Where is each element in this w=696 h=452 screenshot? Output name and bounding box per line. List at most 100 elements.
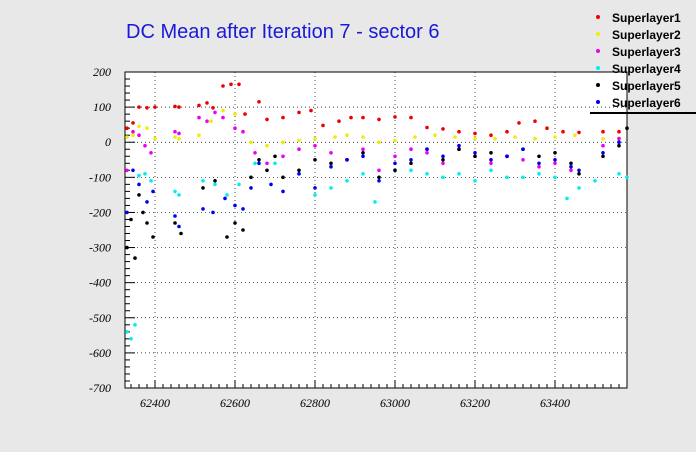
data-point bbox=[221, 84, 225, 88]
data-point bbox=[179, 231, 183, 236]
legend-marker bbox=[596, 49, 600, 53]
data-point bbox=[441, 154, 445, 159]
data-point bbox=[537, 172, 541, 176]
data-point bbox=[129, 217, 133, 222]
data-point bbox=[209, 119, 213, 123]
data-point bbox=[321, 123, 325, 128]
data-point bbox=[125, 135, 129, 139]
data-point bbox=[313, 143, 317, 148]
data-point bbox=[143, 172, 147, 176]
data-point bbox=[617, 136, 621, 141]
data-point bbox=[409, 161, 413, 166]
legend-label: Superlayer2 bbox=[612, 28, 681, 42]
data-point bbox=[441, 158, 445, 162]
data-point bbox=[577, 186, 581, 190]
axes: 62400 62600 62800 63000 63200 63400 200 100 0 -10… bbox=[89, 65, 628, 410]
data-point bbox=[197, 115, 201, 120]
series-superlayer1 bbox=[125, 82, 621, 137]
data-point bbox=[377, 179, 381, 183]
data-point bbox=[313, 136, 317, 141]
data-point bbox=[409, 147, 413, 151]
data-point bbox=[151, 189, 155, 194]
data-point bbox=[313, 158, 317, 162]
x-tick-label: 63200 bbox=[460, 396, 490, 410]
data-point bbox=[137, 182, 141, 187]
x-tick-label: 62800 bbox=[300, 396, 330, 410]
data-point bbox=[137, 133, 141, 137]
data-point bbox=[133, 323, 137, 327]
data-point bbox=[297, 168, 301, 173]
data-point bbox=[213, 110, 217, 115]
data-point bbox=[309, 108, 313, 113]
data-point bbox=[601, 154, 605, 159]
data-point bbox=[409, 168, 413, 173]
data-point bbox=[593, 179, 597, 183]
data-point bbox=[493, 136, 497, 141]
data-point bbox=[241, 228, 245, 232]
data-point bbox=[233, 203, 237, 208]
data-point bbox=[125, 168, 129, 173]
data-point bbox=[377, 117, 381, 122]
data-point bbox=[281, 115, 285, 120]
legend-label: Superlayer6 bbox=[612, 96, 681, 110]
legend-marker bbox=[596, 100, 600, 104]
data-point bbox=[233, 126, 237, 130]
data-point bbox=[441, 175, 445, 180]
data-point bbox=[601, 151, 605, 155]
data-point bbox=[553, 135, 557, 139]
data-point bbox=[361, 151, 365, 155]
data-point bbox=[253, 151, 257, 155]
data-point bbox=[361, 154, 365, 159]
x-tick-label: 62600 bbox=[220, 396, 250, 410]
grid bbox=[125, 72, 627, 388]
data-point bbox=[241, 207, 245, 211]
data-point bbox=[125, 330, 129, 334]
data-point bbox=[125, 126, 129, 130]
data-point bbox=[553, 161, 557, 166]
data-point bbox=[177, 136, 181, 141]
y-tick-label: 0 bbox=[105, 135, 111, 149]
data-point bbox=[269, 182, 273, 187]
data-point bbox=[329, 151, 333, 155]
data-point bbox=[125, 245, 129, 250]
x-tick-label: 62400 bbox=[140, 396, 170, 410]
data-point bbox=[553, 175, 557, 180]
data-point bbox=[617, 129, 621, 134]
data-point bbox=[173, 189, 177, 194]
data-point bbox=[329, 161, 333, 166]
data-point bbox=[569, 165, 573, 169]
data-point bbox=[489, 151, 493, 155]
data-point bbox=[561, 129, 565, 134]
legend-entry: Superlayer4 bbox=[596, 62, 681, 76]
data-point bbox=[345, 133, 349, 137]
legend-entry: Superlayer6 bbox=[596, 96, 681, 110]
data-point bbox=[281, 154, 285, 159]
legend-entry: Superlayer1 bbox=[596, 11, 681, 25]
y-tick-label: -700 bbox=[89, 381, 111, 395]
data-point bbox=[345, 179, 349, 183]
data-point bbox=[297, 138, 301, 143]
data-point bbox=[393, 154, 397, 159]
data-point bbox=[453, 135, 457, 139]
data-point bbox=[505, 175, 509, 180]
data-point bbox=[153, 105, 157, 109]
data-point bbox=[125, 210, 129, 215]
data-point bbox=[223, 196, 227, 201]
data-point bbox=[131, 133, 135, 137]
data-point bbox=[521, 158, 525, 162]
y-tick-label: 200 bbox=[93, 65, 111, 79]
data-point bbox=[243, 112, 247, 116]
legend-label: Superlayer5 bbox=[612, 79, 681, 93]
data-point bbox=[601, 136, 605, 141]
data-point bbox=[133, 256, 137, 260]
data-point bbox=[329, 165, 333, 169]
data-point bbox=[393, 161, 397, 166]
data-point bbox=[553, 151, 557, 155]
data-point bbox=[257, 158, 261, 162]
data-point bbox=[473, 179, 477, 183]
data-point bbox=[229, 82, 233, 87]
data-point bbox=[265, 117, 269, 122]
data-point bbox=[521, 175, 525, 180]
series-superlayer6 bbox=[125, 140, 621, 229]
